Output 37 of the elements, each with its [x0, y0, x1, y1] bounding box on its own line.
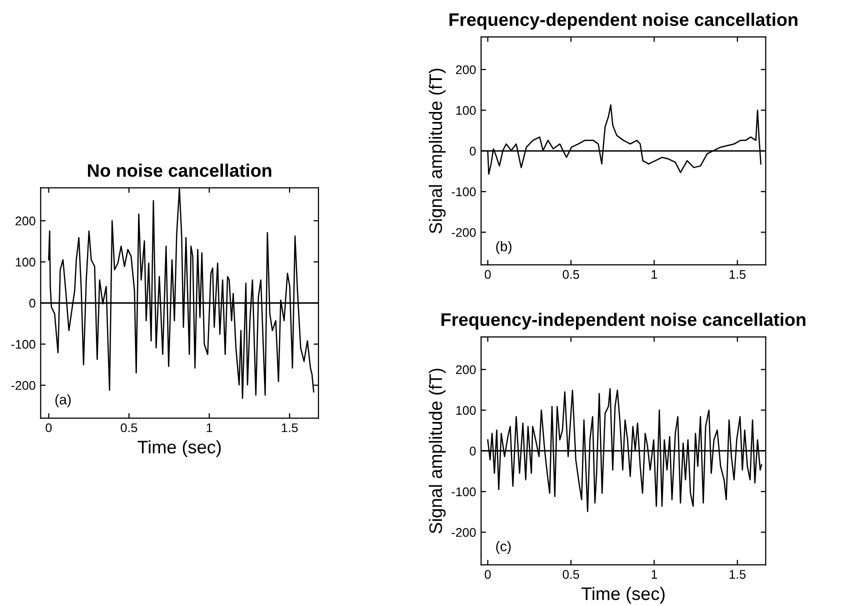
y-tick-label: 100	[16, 258, 36, 267]
y-tick-label: -100	[452, 487, 476, 496]
x-tick-label: 0	[46, 423, 52, 432]
x-tick-label: 0	[484, 570, 491, 579]
x-tick-label: 1.5	[730, 570, 746, 579]
y-tick-label: -100	[11, 340, 36, 349]
y-tick-label: 0	[29, 298, 36, 308]
y-axis-title: Signal amplitude (fT)	[428, 68, 446, 234]
chart-title: Frequency-independent noise cancellation	[442, 312, 806, 330]
x-tick-label: 0.5	[120, 423, 138, 432]
x-tick-label: 1	[652, 570, 658, 579]
x-tick-label: 0.5	[562, 570, 580, 579]
y-axis-title: Signal amplitude (fT)	[428, 368, 446, 534]
x-axis-title: Time (sec)	[582, 586, 665, 604]
chart-title: Frequency-dependent noise cancellation	[450, 12, 798, 30]
y-tick-label: 200	[456, 365, 476, 374]
x-tick-label: 0.5	[562, 270, 580, 279]
y-tick-label: 200	[16, 216, 36, 226]
x-tick-label: 1	[652, 270, 658, 279]
y-tick-label: -100	[452, 187, 476, 196]
y-tick-label: 0	[470, 446, 476, 456]
y-tick-label: 100	[456, 406, 476, 415]
y-tick-label: -200	[452, 528, 476, 537]
y-tick-label: 100	[456, 106, 476, 115]
annotation: (c)	[496, 541, 511, 554]
annotation: (b)	[496, 241, 512, 254]
y-tick-label: 200	[456, 65, 476, 74]
y-tick-label: -200	[452, 228, 476, 237]
x-tick-label: 1.5	[730, 270, 746, 279]
x-tick-label: 1.5	[282, 423, 298, 432]
chart-title: No noise cancellation	[88, 164, 272, 177]
x-axis-title: Time (sec)	[138, 440, 221, 458]
x-tick-label: 1	[206, 423, 212, 432]
y-tick-label: 0	[470, 146, 476, 156]
annotation: (a)	[55, 394, 71, 408]
y-tick-label: -200	[11, 381, 36, 390]
x-tick-label: 0	[484, 270, 491, 279]
